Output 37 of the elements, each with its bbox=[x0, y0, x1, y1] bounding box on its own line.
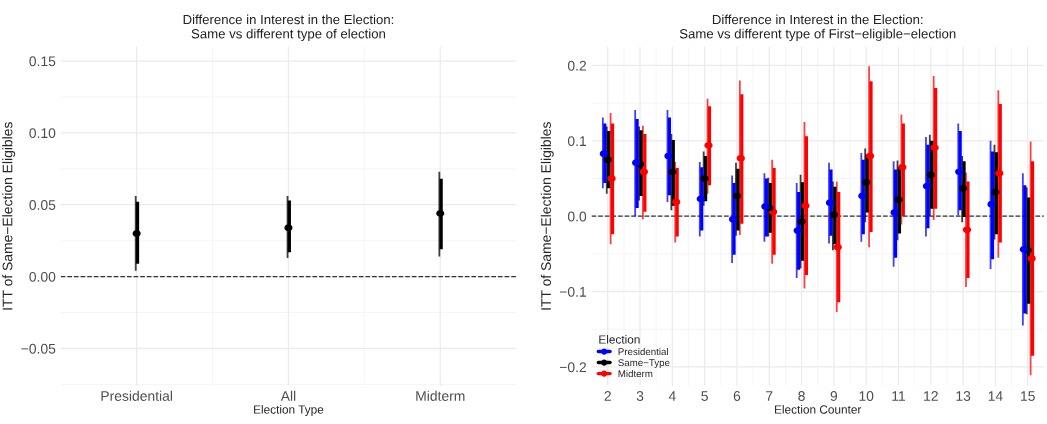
y-axis-title: ITT of Same−Election Eligibles bbox=[2, 122, 16, 310]
y-tick-label: 0.05 bbox=[29, 200, 56, 210]
x-tick-label: 5 bbox=[701, 391, 708, 401]
x-tick-label: 11 bbox=[892, 391, 906, 401]
x-axis-title: Election Counter bbox=[775, 405, 862, 414]
chart-title: Difference in Interest in the Election: Same vs different type of First−eligible−election bbox=[679, 14, 956, 42]
x-axis-title: Election Type bbox=[254, 405, 324, 417]
y-tick-label: −0.05 bbox=[21, 343, 56, 354]
x-tick-label: 6 bbox=[733, 391, 741, 401]
y-tick-label: 0.15 bbox=[29, 56, 56, 67]
legend-title: Election bbox=[599, 335, 640, 344]
x-tick-label: Presidential bbox=[101, 390, 172, 401]
x-tick-label: 12 bbox=[924, 391, 938, 401]
legend-label: Same−Type bbox=[618, 359, 670, 369]
x-tick-label: Midterm bbox=[416, 390, 465, 401]
y-tick-label: 0.2 bbox=[567, 60, 586, 71]
x-tick-label: 10 bbox=[859, 391, 874, 401]
y-tick-label: 0.1 bbox=[567, 136, 587, 147]
x-tick-label: 8 bbox=[798, 391, 805, 401]
legend-label: Presidential bbox=[618, 347, 668, 356]
x-tick-label: 14 bbox=[988, 391, 1003, 401]
y-tick-label: −0.2 bbox=[559, 362, 586, 373]
chart-title: Difference in Interest in the Election: Same vs different type of election bbox=[183, 14, 394, 42]
y-tick-label: −0.1 bbox=[559, 286, 587, 297]
y-tick-label: 0.00 bbox=[29, 271, 56, 282]
y-axis-title: ITT of Same−Election Eligibles bbox=[540, 122, 554, 310]
x-tick-label: All bbox=[280, 390, 296, 401]
y-tick-label: 0.10 bbox=[29, 128, 56, 139]
x-tick-label: 15 bbox=[1021, 391, 1035, 401]
x-tick-label: 13 bbox=[956, 391, 971, 401]
y-tick-label: 0.0 bbox=[567, 211, 587, 222]
x-tick-label: 2 bbox=[604, 391, 611, 401]
x-tick-label: 3 bbox=[636, 391, 644, 401]
x-tick-label: 7 bbox=[766, 391, 773, 401]
legend-label: Midterm bbox=[618, 369, 653, 378]
x-tick-label: 9 bbox=[830, 391, 838, 401]
x-tick-label: 4 bbox=[668, 391, 676, 401]
